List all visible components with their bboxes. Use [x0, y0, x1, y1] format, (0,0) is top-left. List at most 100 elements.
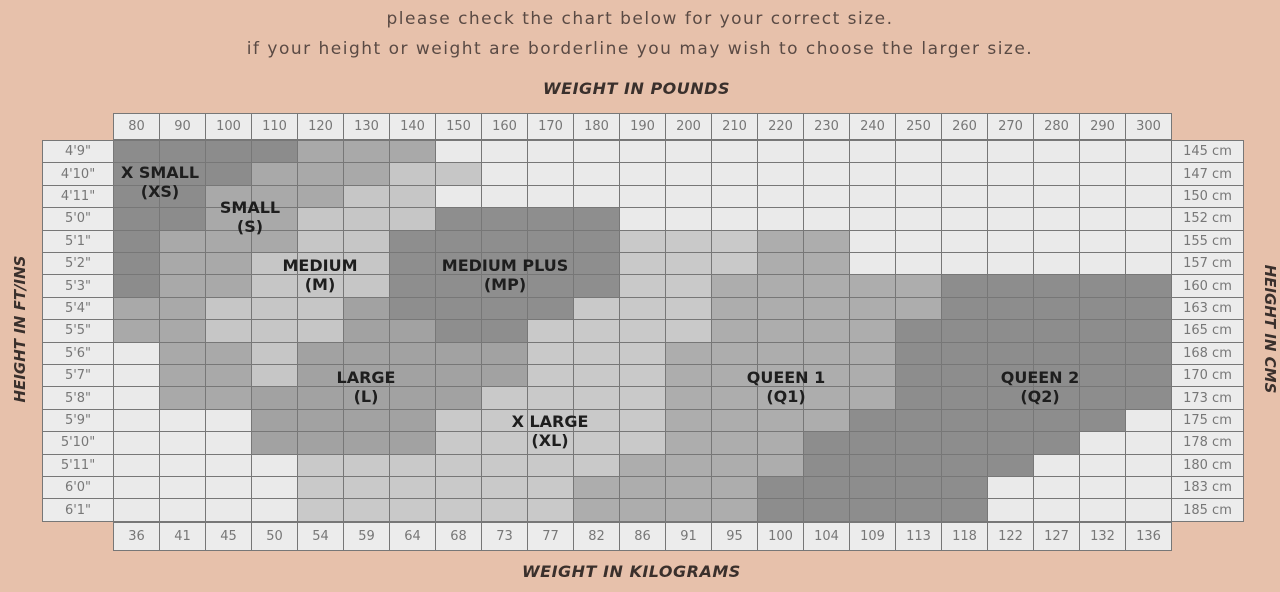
size-cell — [1033, 341, 1080, 365]
size-cell — [895, 341, 942, 365]
size-cell — [159, 229, 206, 253]
size-cell — [297, 140, 344, 164]
size-cell — [619, 498, 666, 522]
height-cm-label: 147 cm — [1171, 162, 1244, 186]
height-ft-label: 5'1" — [42, 229, 114, 253]
size-cell — [757, 498, 804, 522]
size-cell — [573, 386, 620, 410]
size-cell — [527, 364, 574, 388]
weight-kg-label: 100 — [757, 522, 804, 551]
size-cell — [757, 229, 804, 253]
size-cell — [1125, 184, 1172, 209]
size-cell — [941, 229, 988, 253]
height-cm-label: 168 cm — [1171, 341, 1244, 365]
size-cell — [757, 184, 804, 209]
weight-kg-label: 104 — [803, 522, 850, 551]
size-cell — [481, 453, 528, 477]
weight-kg-label: 136 — [1125, 522, 1172, 551]
size-cell — [1125, 386, 1172, 410]
height-cm-label: 175 cm — [1171, 408, 1244, 433]
size-cell — [251, 431, 298, 455]
size-cell — [711, 184, 758, 209]
weight-lb-label: 300 — [1125, 113, 1172, 140]
size-cell — [343, 229, 390, 253]
size-cell — [987, 476, 1034, 500]
size-cell — [297, 431, 344, 455]
size-name: MEDIUM — [282, 256, 358, 275]
size-cell — [895, 476, 942, 500]
size-cell — [435, 296, 482, 321]
size-cell — [573, 140, 620, 164]
size-cell — [251, 140, 298, 164]
size-cell — [803, 341, 850, 365]
size-cell — [849, 386, 896, 410]
size-name: QUEEN 1 — [746, 368, 826, 387]
size-cell — [481, 162, 528, 186]
height-cm-label: 150 cm — [1171, 184, 1244, 209]
size-cell — [159, 207, 206, 231]
size-cell — [803, 476, 850, 500]
size-cell — [113, 229, 160, 253]
weight-lb-label: 290 — [1079, 113, 1126, 140]
size-cell — [849, 229, 896, 253]
size-cell — [389, 319, 436, 343]
weight-lb-label: 110 — [251, 113, 298, 140]
size-cell — [849, 319, 896, 343]
size-cell — [113, 140, 160, 164]
size-abbr: (Q1) — [766, 387, 806, 406]
size-cell — [573, 364, 620, 388]
size-cell — [849, 207, 896, 231]
size-cell — [849, 162, 896, 186]
size-cell — [757, 453, 804, 477]
size-cell — [1125, 207, 1172, 231]
size-cell — [297, 207, 344, 231]
size-cell — [711, 453, 758, 477]
size-cell — [343, 341, 390, 365]
size-region-label: X LARGE (XL) — [512, 412, 589, 450]
size-cell — [1079, 162, 1126, 186]
size-cell — [895, 274, 942, 298]
size-cell — [251, 364, 298, 388]
size-cell — [1079, 319, 1126, 343]
bottom-axis-title: WEIGHT IN KILOGRAMS — [522, 562, 741, 581]
size-cell — [1125, 364, 1172, 388]
size-cell — [941, 498, 988, 522]
weight-lb-label: 130 — [343, 113, 390, 140]
size-cell — [389, 274, 436, 298]
size-cell — [435, 386, 482, 410]
size-cell — [389, 386, 436, 410]
size-cell — [481, 184, 528, 209]
size-cell — [159, 364, 206, 388]
size-cell — [113, 341, 160, 365]
size-cell — [711, 319, 758, 343]
size-cell — [849, 364, 896, 388]
size-cell — [665, 453, 712, 477]
size-abbr: (M) — [304, 275, 336, 294]
size-cell — [113, 319, 160, 343]
size-cell — [527, 140, 574, 164]
size-cell — [711, 252, 758, 276]
size-cell — [1079, 274, 1126, 298]
size-cell — [1033, 274, 1080, 298]
size-cell — [619, 431, 666, 455]
size-cell — [941, 341, 988, 365]
size-cell — [159, 296, 206, 321]
size-cell — [619, 252, 666, 276]
size-cell — [757, 252, 804, 276]
size-cell — [205, 274, 252, 298]
weight-kg-label: 68 — [435, 522, 482, 551]
size-cell — [343, 162, 390, 186]
size-cell — [941, 431, 988, 455]
size-cell — [619, 296, 666, 321]
size-region-label: QUEEN 1 (Q1) — [747, 368, 826, 406]
size-cell — [343, 319, 390, 343]
size-cell — [711, 431, 758, 455]
size-cell — [711, 341, 758, 365]
size-cell — [205, 296, 252, 321]
size-cell — [527, 207, 574, 231]
size-cell — [1033, 476, 1080, 500]
weight-lb-label: 150 — [435, 113, 482, 140]
size-cell — [297, 408, 344, 433]
weight-kg-label: 73 — [481, 522, 528, 551]
size-cell — [803, 207, 850, 231]
